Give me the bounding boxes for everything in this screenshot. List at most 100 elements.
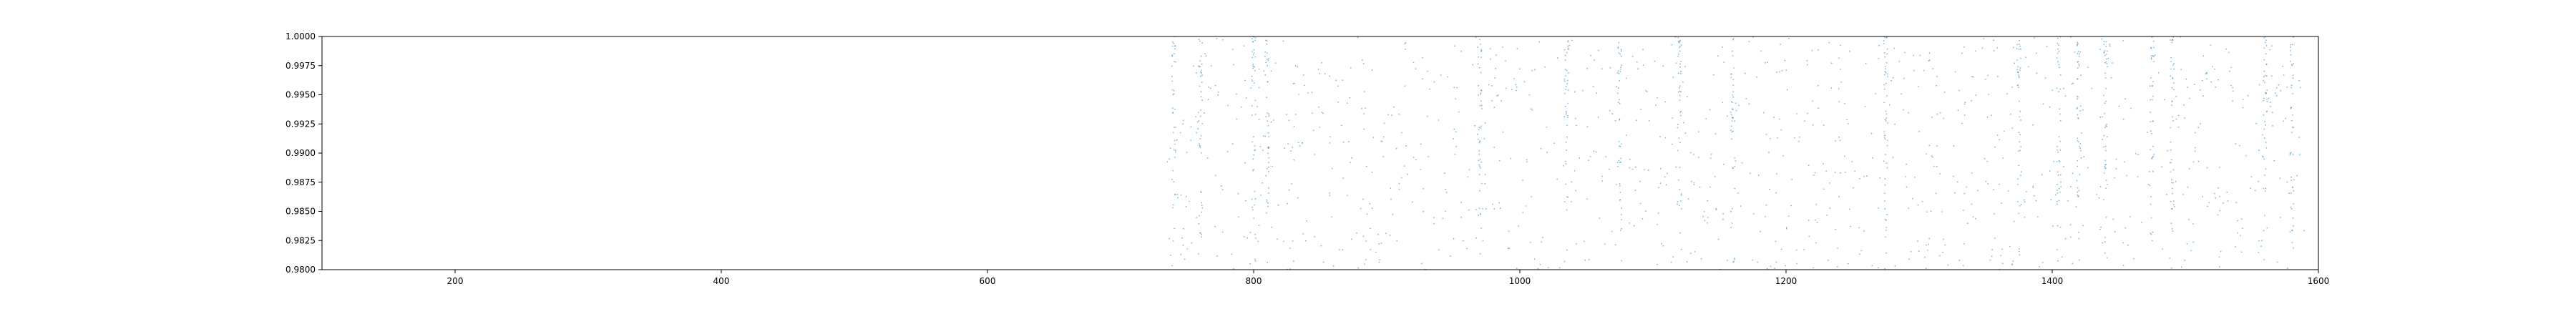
data-point bbox=[2202, 196, 2204, 197]
data-point bbox=[1171, 107, 1174, 109]
data-point bbox=[1201, 211, 1203, 213]
x-tick-label: 1600 bbox=[2308, 276, 2330, 286]
data-point bbox=[1621, 260, 1623, 262]
data-point bbox=[2285, 117, 2286, 119]
data-point bbox=[1382, 156, 1385, 158]
data-point bbox=[1707, 200, 1709, 202]
data-point bbox=[1840, 172, 1841, 174]
data-point bbox=[2170, 200, 2172, 202]
data-point bbox=[1619, 161, 1621, 163]
data-point bbox=[1618, 145, 1620, 147]
data-point bbox=[1796, 263, 1798, 265]
data-point bbox=[1546, 152, 1548, 154]
data-point bbox=[1657, 212, 1659, 214]
data-point bbox=[1433, 222, 1435, 225]
data-point bbox=[1556, 178, 1558, 180]
data-point bbox=[2189, 97, 2191, 99]
data-point bbox=[1999, 139, 2001, 141]
data-point bbox=[1421, 263, 1423, 265]
data-point bbox=[1268, 58, 1269, 59]
data-point bbox=[2106, 124, 2107, 125]
data-point bbox=[1836, 266, 1838, 268]
data-point bbox=[2292, 93, 2294, 94]
data-point bbox=[2079, 174, 2081, 175]
data-point bbox=[1839, 68, 1841, 70]
data-point bbox=[1659, 136, 1662, 138]
data-point bbox=[1644, 169, 1645, 171]
data-point bbox=[1317, 69, 1319, 70]
data-point bbox=[1779, 71, 1781, 73]
data-point bbox=[2188, 167, 2190, 170]
data-point bbox=[2057, 42, 2059, 44]
data-point bbox=[2290, 87, 2292, 89]
data-point bbox=[2254, 190, 2256, 192]
data-point bbox=[1526, 161, 1528, 163]
data-point bbox=[2124, 161, 2125, 163]
data-point bbox=[1478, 150, 1480, 152]
data-point bbox=[1258, 87, 1260, 89]
data-point bbox=[1401, 132, 1403, 134]
data-point bbox=[1593, 150, 1595, 152]
data-point bbox=[1618, 141, 1620, 142]
data-point bbox=[1254, 66, 1256, 68]
data-point bbox=[1966, 186, 1968, 188]
data-point bbox=[1588, 160, 1590, 162]
data-point bbox=[2215, 86, 2217, 88]
data-point bbox=[1823, 188, 1825, 190]
data-point bbox=[2000, 255, 2002, 257]
data-point bbox=[2293, 225, 2294, 227]
data-point bbox=[1268, 162, 1269, 164]
data-point bbox=[2013, 220, 2015, 222]
data-point bbox=[2036, 72, 2038, 74]
data-point bbox=[2184, 259, 2186, 261]
data-point bbox=[1200, 232, 1202, 234]
data-point bbox=[1901, 93, 1903, 95]
data-point bbox=[1252, 206, 1253, 208]
data-point bbox=[2215, 197, 2217, 199]
data-point bbox=[1513, 78, 1516, 79]
data-point bbox=[2286, 268, 2288, 269]
data-point bbox=[1886, 48, 1888, 50]
data-point bbox=[1251, 79, 1253, 81]
data-point bbox=[1200, 134, 1202, 137]
data-point bbox=[2105, 164, 2107, 165]
data-point bbox=[2291, 132, 2293, 134]
data-point bbox=[1362, 235, 1365, 237]
data-point bbox=[1732, 50, 1733, 52]
data-point bbox=[1199, 85, 1201, 87]
data-point bbox=[2194, 150, 2196, 152]
data-point bbox=[1516, 86, 1518, 88]
data-point bbox=[2153, 61, 2155, 63]
data-point bbox=[1984, 157, 1986, 160]
data-point bbox=[1884, 71, 1886, 72]
data-point bbox=[1693, 153, 1695, 155]
data-point bbox=[1171, 265, 1173, 267]
data-point bbox=[2082, 109, 2084, 111]
data-point bbox=[1854, 170, 1856, 172]
data-point bbox=[1169, 237, 1170, 240]
data-point bbox=[1262, 135, 1264, 137]
data-point bbox=[1584, 259, 1586, 261]
data-point bbox=[1480, 100, 1482, 102]
data-point bbox=[1848, 208, 1850, 210]
data-point bbox=[1846, 119, 1848, 121]
data-point bbox=[1806, 59, 1808, 62]
data-point bbox=[1730, 129, 1732, 131]
data-point bbox=[1542, 237, 1543, 239]
data-point bbox=[1598, 49, 1599, 52]
y-tick-label: 0.9950 bbox=[286, 90, 316, 100]
data-point bbox=[1620, 157, 1622, 160]
data-point bbox=[2170, 61, 2172, 62]
data-point bbox=[2258, 240, 2260, 242]
data-point bbox=[1574, 91, 1576, 93]
data-point bbox=[1860, 250, 1863, 252]
data-point bbox=[1253, 154, 1254, 156]
data-point bbox=[2152, 170, 2154, 172]
data-point bbox=[1201, 72, 1203, 74]
data-point bbox=[1498, 160, 1501, 162]
data-point bbox=[2050, 199, 2052, 201]
data-point bbox=[1268, 157, 1270, 159]
data-point bbox=[1566, 249, 1568, 251]
data-point bbox=[1201, 152, 1202, 154]
data-point bbox=[1232, 49, 1234, 50]
